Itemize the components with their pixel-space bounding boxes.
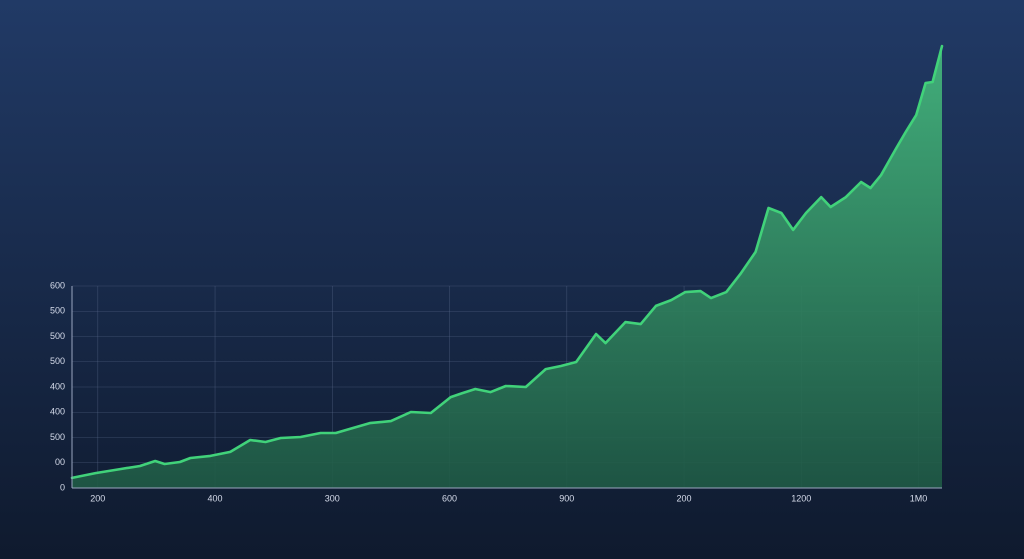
x-tick-label: 200 [677, 493, 692, 503]
area [72, 46, 942, 488]
x-tick-label: 600 [442, 493, 457, 503]
y-tick-label: 500 [50, 306, 65, 316]
y-tick-label: 400 [50, 381, 65, 391]
x-tick-label: 900 [559, 493, 574, 503]
y-tick-label: 0 [60, 482, 65, 492]
y-tick-label: 600 [50, 280, 65, 290]
x-tick-label: 300 [325, 493, 340, 503]
line [70, 44, 944, 480]
y-tick-label: 500 [50, 331, 65, 341]
y-tick-label: 00 [55, 457, 65, 467]
x-tick-label: 1M0 [910, 493, 928, 503]
y-tick-label: 500 [50, 356, 65, 366]
x-tick-label: 200 [90, 493, 105, 503]
x-tick-label: 1200 [791, 493, 811, 503]
x-tick-label: 400 [208, 493, 223, 503]
plot [70, 44, 944, 488]
y-tick-label: 400 [50, 407, 65, 417]
y-tick-label: 500 [50, 432, 65, 442]
